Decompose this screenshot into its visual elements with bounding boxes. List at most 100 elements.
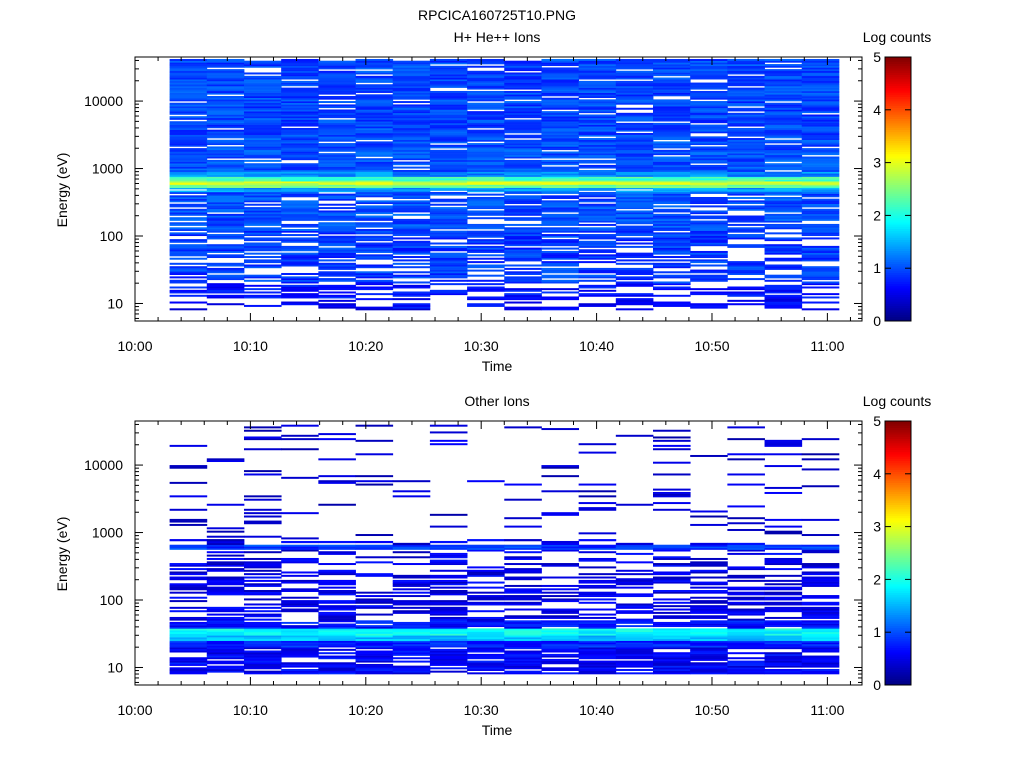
- heatmap-cell: [615, 146, 654, 149]
- heatmap-cell: [541, 163, 580, 166]
- heatmap-cell: [355, 212, 394, 215]
- heatmap-cell: [429, 652, 468, 655]
- heatmap-cell: [318, 225, 356, 228]
- heatmap-cell: [243, 564, 282, 567]
- heatmap-cell: [206, 620, 245, 623]
- heatmap-cell: [727, 122, 765, 125]
- heatmap-cell: [392, 134, 431, 137]
- heatmap-cell: [615, 195, 654, 198]
- heatmap-cell: [801, 296, 840, 299]
- heatmap-cell: [653, 573, 691, 576]
- heatmap-cell: [578, 495, 617, 498]
- x-tick-label: 11:00: [810, 702, 844, 718]
- colorbar-segment: [885, 307, 911, 311]
- heatmap-cell: [318, 648, 356, 651]
- heatmap-cell: [467, 129, 505, 132]
- heatmap-cell: [281, 512, 319, 515]
- heatmap-cell: [355, 667, 394, 670]
- heatmap-cell: [690, 638, 728, 641]
- heatmap-cell: [206, 267, 245, 270]
- heatmap-cell: [355, 200, 394, 203]
- heatmap-cell: [243, 227, 282, 230]
- heatmap-cell: [764, 232, 803, 235]
- heatmap-cell: [504, 598, 542, 601]
- heatmap-cell: [318, 244, 356, 247]
- heatmap-cell: [653, 227, 691, 230]
- heatmap-cell: [801, 278, 840, 281]
- heatmap-cell: [243, 547, 282, 550]
- heatmap-cell: [653, 181, 691, 184]
- heatmap-cell: [355, 184, 394, 187]
- heatmap-cell: [504, 144, 542, 147]
- heatmap-cell: [169, 650, 208, 653]
- heatmap-cell: [801, 149, 840, 152]
- heatmap-cell: [169, 621, 208, 624]
- heatmap-cell: [578, 625, 617, 628]
- heatmap-cell: [392, 637, 431, 640]
- colorbar-segment: [885, 489, 911, 492]
- heatmap-cell: [690, 544, 728, 547]
- heatmap-cell: [318, 186, 356, 188]
- heatmap-cell: [690, 279, 728, 282]
- heatmap-cell: [615, 116, 654, 119]
- heatmap-cell: [764, 182, 803, 185]
- heatmap-cell: [615, 579, 654, 582]
- heatmap-cell: [355, 117, 394, 120]
- heatmap-cell: [429, 121, 468, 124]
- heatmap-cell: [615, 586, 654, 589]
- heatmap-cell: [801, 70, 840, 73]
- heatmap-cell: [504, 151, 542, 154]
- heatmap-cell: [206, 198, 245, 201]
- heatmap-cell: [467, 174, 505, 177]
- heatmap-cell: [578, 662, 617, 665]
- heatmap-cell: [429, 276, 468, 279]
- heatmap-cell: [318, 605, 356, 608]
- heatmap-cell: [764, 591, 803, 594]
- heatmap-cell: [281, 112, 319, 115]
- heatmap-cell: [801, 573, 840, 576]
- heatmap-cell: [467, 225, 505, 228]
- heatmap-cell: [243, 72, 282, 75]
- heatmap-cell: [690, 235, 728, 238]
- heatmap-cell: [653, 122, 691, 125]
- colorbar-segment: [885, 671, 911, 675]
- heatmap-cell: [764, 621, 803, 624]
- heatmap-cell: [318, 668, 356, 671]
- heatmap-cell: [281, 156, 319, 159]
- heatmap-cell: [281, 65, 319, 68]
- heatmap-cell: [764, 286, 803, 289]
- heatmap-cell: [653, 247, 691, 250]
- heatmap-cell: [243, 189, 282, 191]
- heatmap-cell: [541, 631, 580, 634]
- heatmap-cell: [169, 99, 208, 102]
- heatmap-cell: [318, 252, 356, 255]
- heatmap-cell: [578, 653, 617, 656]
- heatmap-cell: [653, 444, 691, 447]
- heatmap-cell: [727, 568, 765, 571]
- heatmap-cell: [206, 296, 245, 299]
- heatmap-cell: [392, 174, 431, 177]
- heatmap-cell: [467, 149, 505, 152]
- heatmap-cell: [578, 663, 617, 666]
- heatmap-cell: [615, 605, 654, 608]
- heatmap-cell: [504, 256, 542, 259]
- heatmap-cell: [504, 249, 542, 252]
- heatmap-cell: [243, 122, 282, 125]
- heatmap-cell: [504, 223, 542, 226]
- heatmap-cell: [206, 168, 245, 171]
- heatmap-cell: [281, 663, 319, 666]
- heatmap-cell: [392, 583, 431, 586]
- heatmap-cell: [727, 266, 765, 269]
- heatmap-cell: [727, 458, 765, 461]
- heatmap-cell: [541, 80, 580, 83]
- colorbar-segment: [885, 548, 911, 552]
- heatmap-cell: [355, 230, 394, 233]
- heatmap-cell: [392, 161, 431, 164]
- colorbar-segment: [885, 570, 911, 574]
- heatmap-cell: [467, 269, 505, 272]
- heatmap-cell: [727, 107, 765, 110]
- heatmap-cell: [727, 96, 765, 98]
- heatmap-cell: [801, 615, 840, 618]
- heatmap-cell: [429, 257, 468, 260]
- heatmap-cell: [467, 638, 505, 641]
